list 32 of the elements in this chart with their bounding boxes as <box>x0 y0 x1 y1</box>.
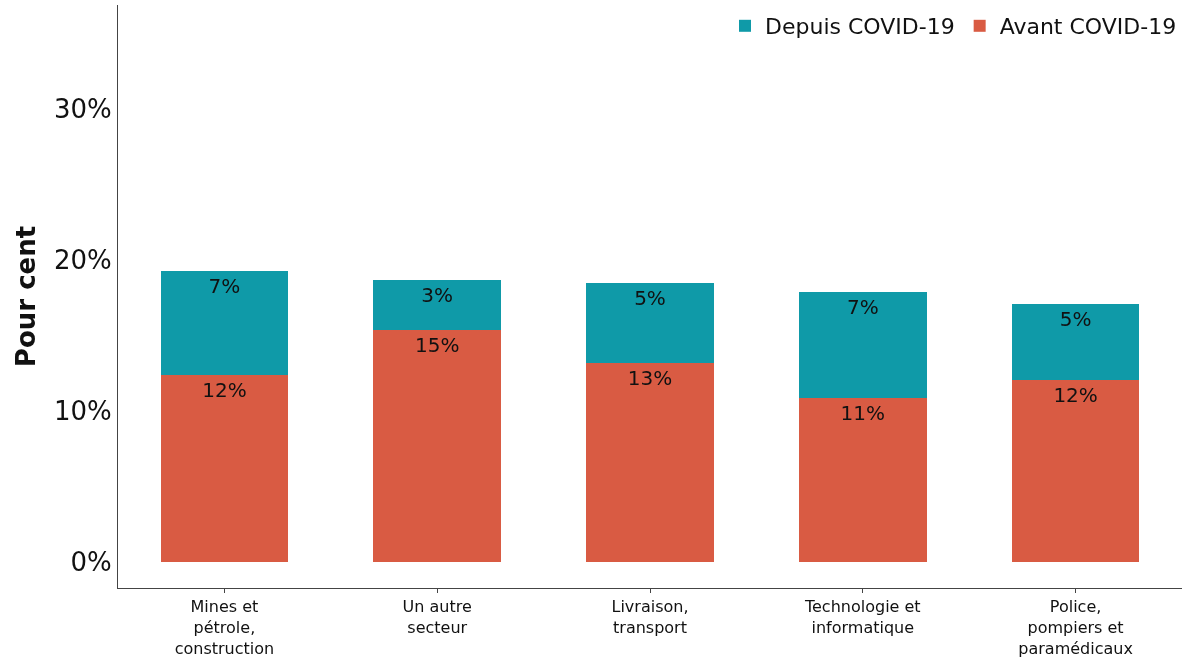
bar <box>373 329 502 563</box>
y-tick-label: 0% <box>70 547 112 578</box>
bar <box>373 279 502 330</box>
y-tick-label: 20% <box>54 245 112 276</box>
data-label: 12% <box>202 378 247 403</box>
y-tick-label: 10% <box>54 396 112 427</box>
bar <box>1011 304 1140 380</box>
data-label: 7% <box>846 294 879 319</box>
bar <box>798 397 927 563</box>
legend-label: Avant COVID-19 <box>999 14 1177 40</box>
data-label: 7% <box>208 273 241 298</box>
legend-label: Depuis COVID-19 <box>765 14 955 40</box>
x-tick-label: Livraison, transport <box>611 597 689 637</box>
bar <box>586 362 714 563</box>
x-tick-label: Police, pompiers et paramédicaux <box>1018 597 1133 658</box>
bar <box>160 270 289 376</box>
data-label: 11% <box>840 400 886 425</box>
x-tick-label: Technologie et informatique <box>803 597 921 637</box>
bar <box>586 282 714 363</box>
x-tick-label: Mines et pétrole, construction <box>174 597 275 658</box>
data-label: 5% <box>1059 307 1092 332</box>
data-label: 5% <box>634 285 666 310</box>
x-tick-label: Un autre secteur <box>402 597 472 637</box>
bar <box>1011 379 1140 563</box>
bar <box>160 375 289 563</box>
y-axis-title: Pour cent <box>11 225 42 368</box>
data-label: 13% <box>627 365 673 390</box>
bar <box>798 291 927 398</box>
data-label: 15% <box>414 332 460 357</box>
data-label: 12% <box>1053 382 1098 407</box>
y-tick-label: 30% <box>54 94 112 125</box>
data-label: 3% <box>421 282 454 307</box>
